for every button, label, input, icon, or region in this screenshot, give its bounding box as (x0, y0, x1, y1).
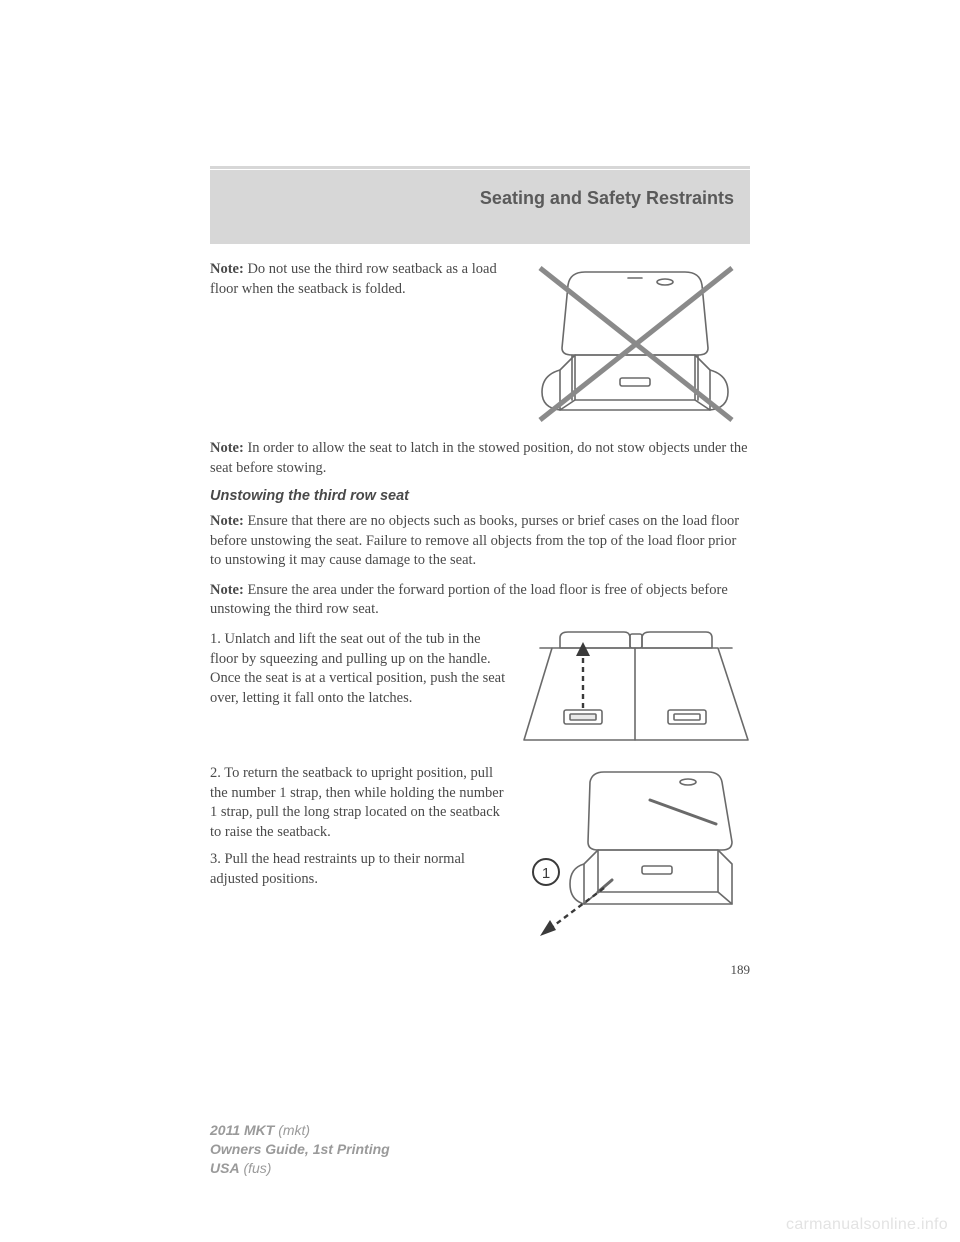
note2-text: In order to allow the seat to latch in t… (210, 440, 748, 476)
footer-guide-line: Owners Guide, 1st Printing (210, 1140, 390, 1159)
watermark: carmanualsonline.info (786, 1216, 948, 1234)
page-content: Seating and Safety Restraints Note: Do n… (210, 170, 750, 978)
note4-label: Note: (210, 582, 244, 598)
note1-text-block: Note: Do not use the third row seatback … (210, 260, 506, 299)
footer-model-code: (mkt) (278, 1122, 310, 1138)
note3-para: Note: Ensure that there are no objects s… (210, 512, 750, 571)
figure-seat-folded (520, 260, 750, 425)
note2-para: Note: In order to allow the seat to latc… (210, 439, 750, 478)
note3-label: Note: (210, 513, 244, 529)
chapter-title: Seating and Safety Restraints (226, 188, 734, 209)
chapter-header-band: Seating and Safety Restraints (210, 170, 750, 244)
step2-3-block: 2. To return the seatback to upright pos… (210, 764, 506, 889)
subheading-unstowing: Unstowing the third row seat (210, 488, 750, 504)
note2-label: Note: (210, 440, 244, 456)
figure-seat-strap: 1 (520, 764, 750, 944)
step1-text: 1. Unlatch and lift the seat out of the … (210, 630, 506, 708)
note1-row: Note: Do not use the third row seatback … (210, 260, 750, 425)
footer-region: USA (210, 1160, 240, 1176)
step1-row: 1. Unlatch and lift the seat out of the … (210, 630, 750, 750)
footer-model: 2011 MKT (210, 1122, 274, 1138)
step2-row: 2. To return the seatback to upright pos… (210, 764, 750, 944)
footer-block: 2011 MKT (mkt) Owners Guide, 1st Printin… (210, 1121, 390, 1178)
note1-label: Note: (210, 261, 244, 277)
callout-1-number: 1 (542, 865, 550, 882)
step3-text: 3. Pull the head restraints up to their … (210, 850, 506, 889)
note4-para: Note: Ensure the area under the forward … (210, 581, 750, 620)
note4-text: Ensure the area under the forward portio… (210, 582, 728, 618)
step2-text: 2. To return the seatback to upright pos… (210, 764, 506, 842)
note1-text: Do not use the third row seatback as a l… (210, 261, 497, 297)
footer-region-code: (fus) (243, 1160, 271, 1176)
note3-text: Ensure that there are no objects such as… (210, 513, 739, 568)
figure-floor-compartment (520, 630, 750, 750)
page-number: 189 (210, 962, 750, 978)
